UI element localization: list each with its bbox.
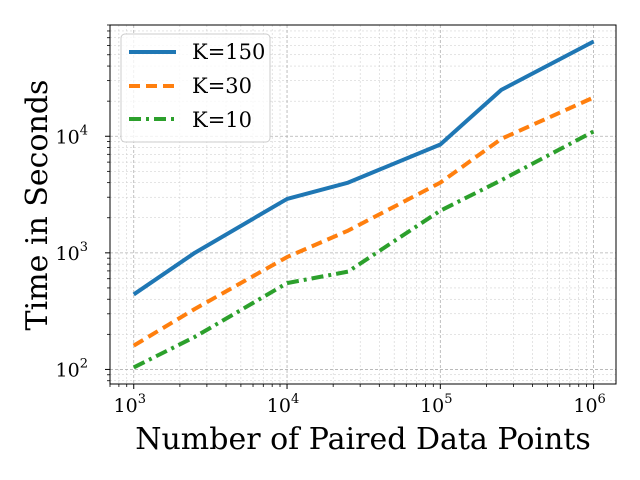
- series-line-k10: [132, 129, 595, 370]
- y-axis-label: Time in Seconds: [20, 80, 55, 331]
- y-tick-label: 104: [56, 123, 88, 148]
- series-line-k30: [132, 95, 595, 348]
- legend-label-k30: K=30: [192, 74, 252, 98]
- legend-box: [120, 33, 271, 143]
- x-axis-label: Number of Paired Data Points: [135, 422, 591, 457]
- series-line-k150: [132, 39, 595, 297]
- series-lines: [132, 39, 595, 370]
- plot-area-frame: [109, 24, 617, 385]
- x-tick-label: 104: [267, 392, 299, 417]
- x-tick-label: 106: [573, 392, 605, 417]
- legend: K=150 K=30 K=10: [120, 33, 271, 143]
- y-tick-label: 102: [56, 356, 88, 381]
- legend-label-k10: K=10: [192, 108, 252, 132]
- legend-label-k150: K=150: [192, 40, 265, 64]
- x-tick-label: 103: [114, 392, 146, 417]
- y-tick-label: 103: [56, 240, 88, 265]
- major-grid: [110, 25, 616, 384]
- minor-grid: [109, 24, 616, 384]
- x-tick-label: 105: [420, 392, 452, 417]
- axis-ticks: 103 104 105 106 102 103 104: [56, 24, 606, 417]
